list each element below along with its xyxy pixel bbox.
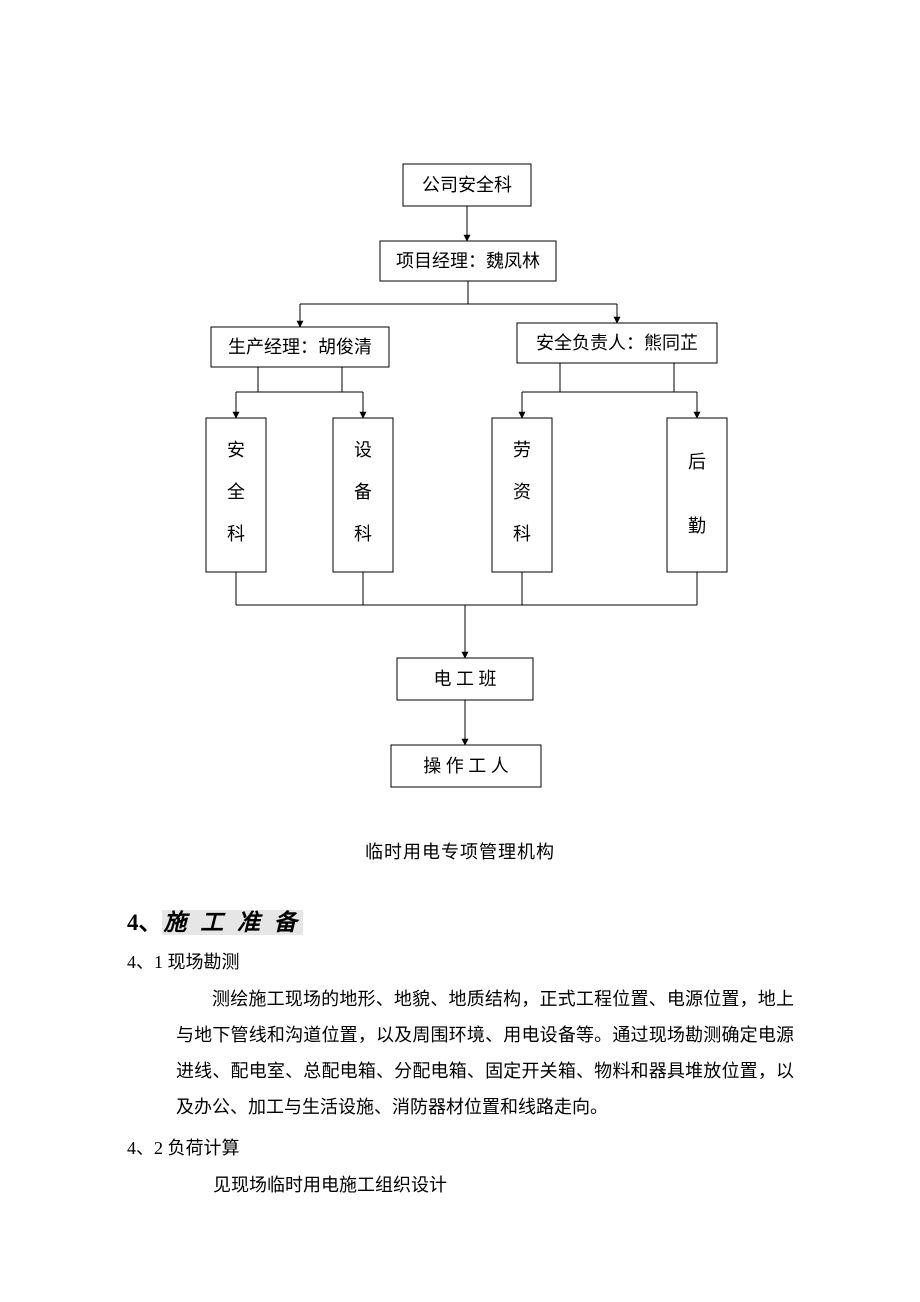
flowchart-caption: 临时用电专项管理机构 bbox=[0, 838, 920, 864]
node-dept-equipment: 设 备 科 bbox=[333, 418, 393, 572]
subsection-4-2-heading: 4、2 负荷计算 bbox=[127, 1130, 240, 1166]
vchar: 劳 bbox=[513, 440, 531, 460]
node-project-manager: 项目经理：魏凤林 bbox=[380, 241, 556, 281]
vchar: 资 bbox=[513, 482, 531, 502]
node-dept-safety: 安 全 科 bbox=[206, 418, 266, 572]
vchar: 科 bbox=[227, 524, 245, 544]
node-label: 安全负责人：熊同芷 bbox=[536, 333, 698, 353]
node-label: 公司安全科 bbox=[422, 175, 512, 195]
document-page: 公司安全科 项目经理：魏凤林 生产经理：胡俊清 安全负责人：熊同芷 bbox=[0, 0, 920, 1302]
vchar: 设 bbox=[354, 440, 372, 460]
section-4-heading: 4、施 工 准 备 bbox=[127, 900, 303, 946]
org-flowchart: 公司安全科 项目经理：魏凤林 生产经理：胡俊清 安全负责人：熊同芷 bbox=[0, 0, 920, 800]
vchar: 安 bbox=[227, 440, 245, 460]
vchar: 后 bbox=[688, 452, 706, 472]
node-safety-lead: 安全负责人：熊同芷 bbox=[517, 323, 717, 363]
vchar: 勤 bbox=[688, 516, 706, 536]
node-production-manager: 生产经理：胡俊清 bbox=[211, 327, 389, 367]
node-dept-labor: 劳 资 科 bbox=[492, 418, 552, 572]
vchar: 全 bbox=[227, 482, 245, 502]
node-operators: 操 作 工 人 bbox=[391, 745, 541, 787]
subsection-4-1-body: 测绘施工现场的地形、地貌、地质结构，正式工程位置、电源位置，地上与地下管线和沟道… bbox=[176, 981, 794, 1125]
node-electrician-team: 电 工 班 bbox=[397, 658, 533, 700]
section-number: 4、 bbox=[127, 910, 162, 935]
subsection-4-1-heading: 4、1 现场勘测 bbox=[127, 944, 240, 980]
vchar: 科 bbox=[354, 524, 372, 544]
subsection-4-2-body: 见现场临时用电施工组织设计 bbox=[213, 1167, 447, 1203]
node-label: 生产经理：胡俊清 bbox=[228, 337, 372, 357]
vchar: 备 bbox=[354, 482, 372, 502]
node-dept-logistics: 后 勤 bbox=[667, 418, 727, 572]
node-label: 电 工 班 bbox=[434, 669, 497, 689]
node-company-safety: 公司安全科 bbox=[403, 164, 531, 206]
section-title: 施 工 准 备 bbox=[162, 910, 303, 935]
node-label: 项目经理：魏凤林 bbox=[396, 251, 540, 271]
vchar: 科 bbox=[513, 524, 531, 544]
node-label: 操 作 工 人 bbox=[423, 756, 509, 776]
